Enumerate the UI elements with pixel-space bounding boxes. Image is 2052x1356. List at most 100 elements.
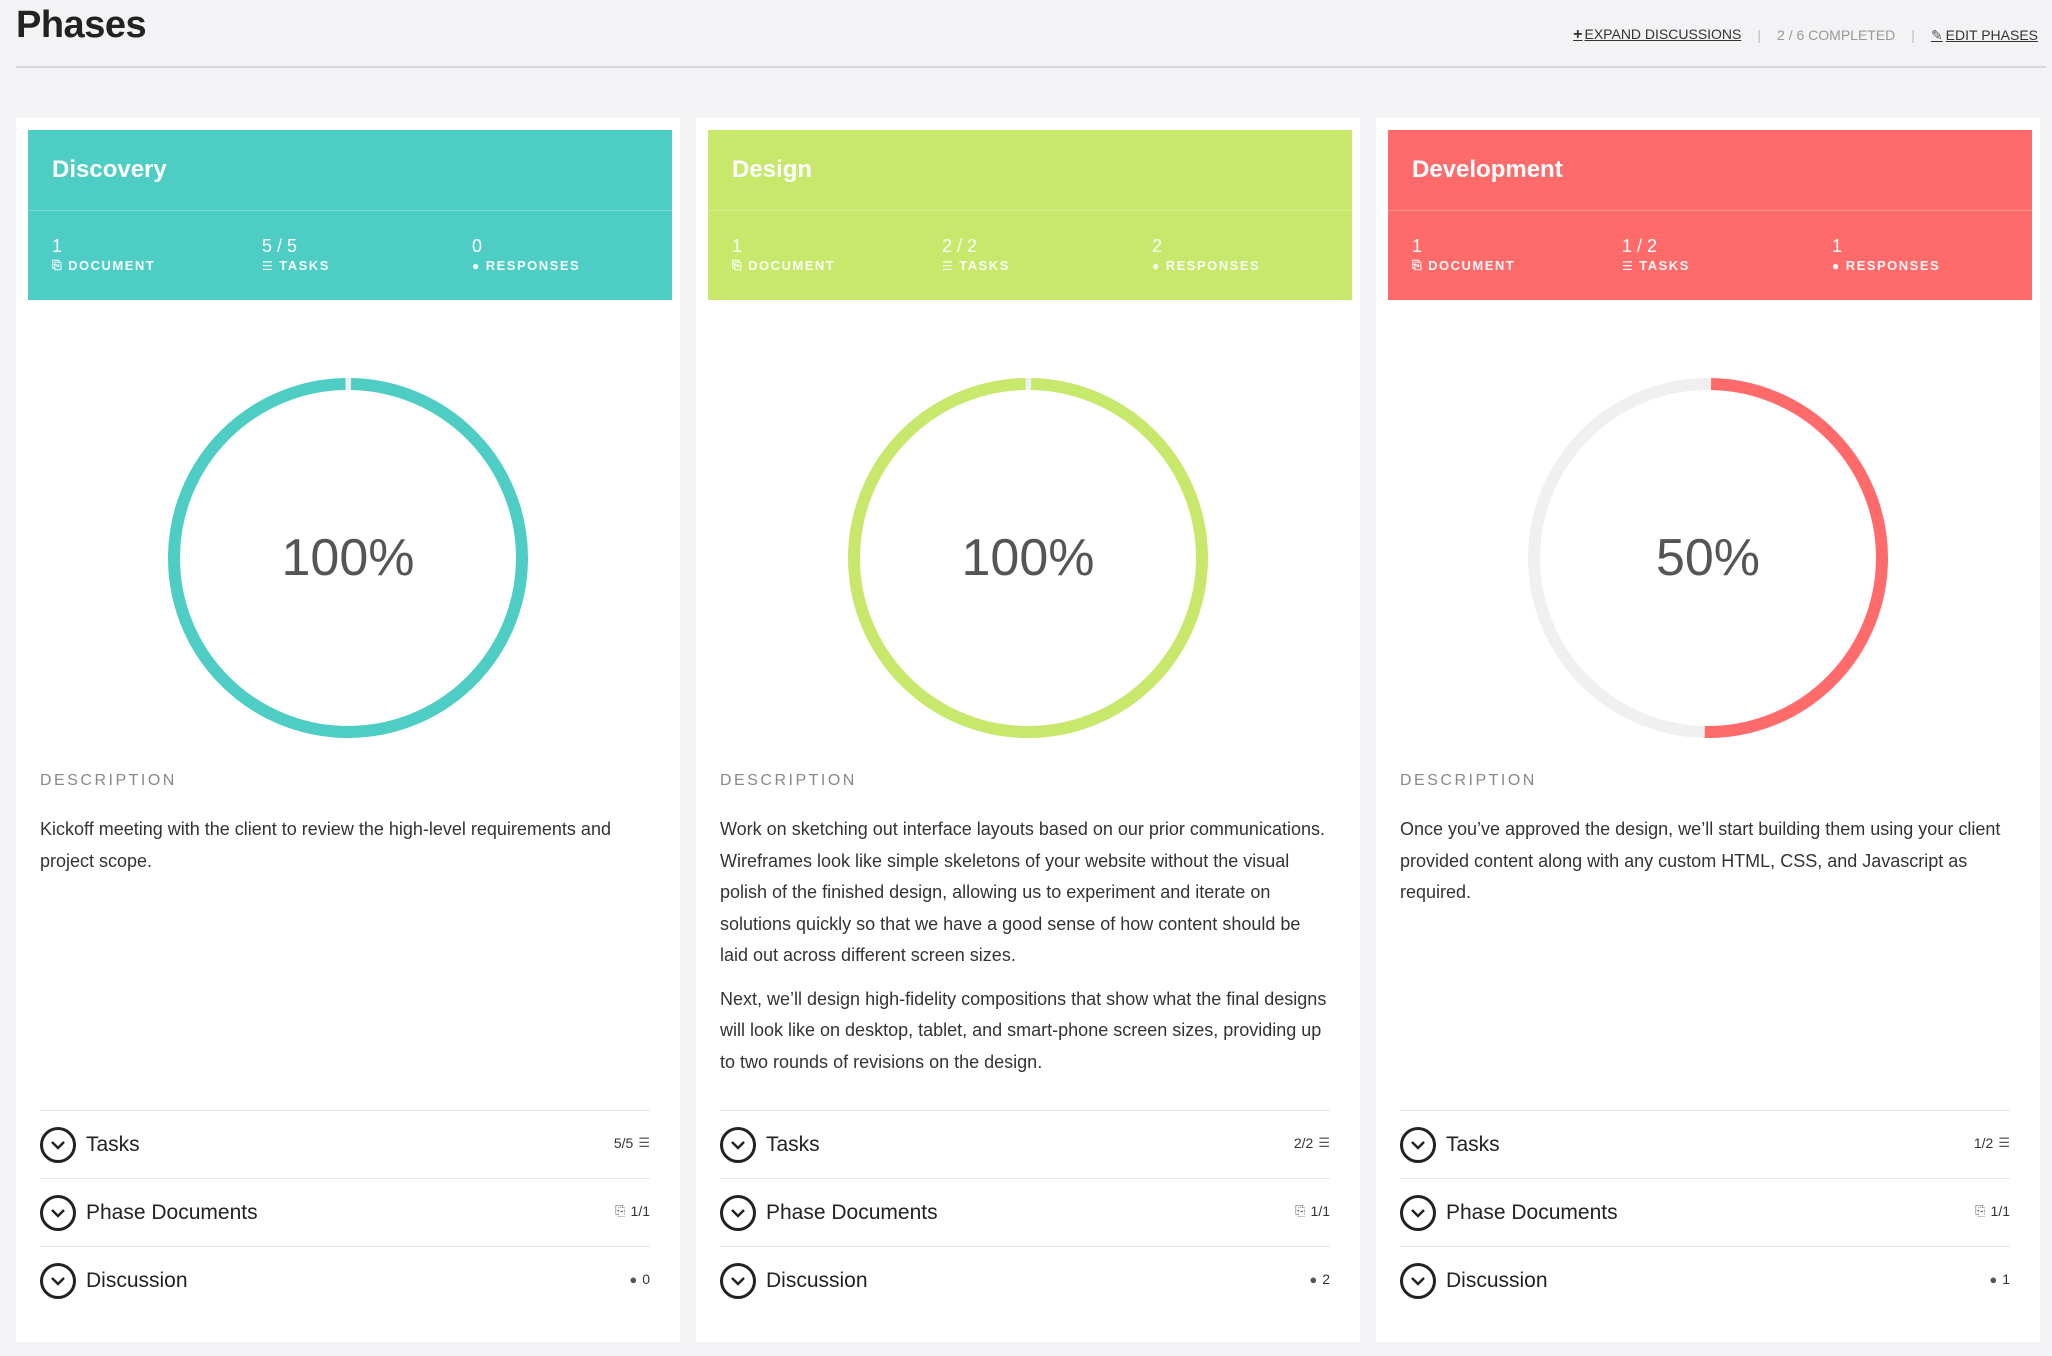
tasks-row-count: 1/2 ☰ [1974,1135,2010,1151]
tasks-icon: ☰ [942,258,955,273]
documents-label-text: DOCUMENT [748,258,836,273]
responses-stat: 0 ● RESPONSES [472,236,580,273]
description-body: Once you’ve approved the design, we’ll s… [1400,814,2010,921]
documents-count: 1 [1412,236,1423,256]
phase-documents-row[interactable]: Phase Documents ⎘ 1/1 [720,1178,1330,1246]
discussion-row-count-text: 1 [2002,1271,2010,1287]
expand-discussions-link[interactable]: + EXPAND DISCUSSIONS [1573,26,1741,44]
tasks-row[interactable]: Tasks 2/2 ☰ [720,1110,1330,1178]
discussion-row[interactable]: Discussion ● 0 [40,1246,650,1314]
tasks-row-count: 2/2 ☰ [1294,1135,1330,1151]
phase-name[interactable]: Design [732,156,813,183]
tasks-row[interactable]: Tasks 5/5 ☰ [40,1110,650,1178]
tasks-row[interactable]: Tasks 1/2 ☰ [1400,1110,2010,1178]
phase-documents-row-label: Phase Documents [86,1200,258,1224]
tasks-count: 1 / 2 [1622,236,1658,256]
progress-ring-fill [848,378,1208,738]
description-paragraph: Work on sketching out interface layouts … [720,819,1325,965]
document-icon: ⎘ [1295,1203,1306,1218]
chevron-down-icon[interactable] [1400,1194,1436,1231]
progress-ring: 50% [1518,368,1898,748]
speech-bubble-icon: ● [1152,258,1161,273]
speech-bubble-icon: ● [629,1271,638,1287]
phase-header: Design 1 ⎘ DOCUMENT 2 / 2 ☰ TASKS 2 ● RESPO… [708,130,1352,300]
tasks-row-count-text: 1/2 [1973,1135,1994,1151]
discussion-row-label: Discussion [86,1268,188,1292]
tasks-count: 2 / 2 [942,236,978,256]
chevron-down-icon[interactable] [720,1126,756,1163]
phases-grid: Discovery 1 ⎘ DOCUMENT 5 / 5 ☰ TASKS 0 ● RE… [16,118,2040,1342]
tasks-icon: ☰ [1998,1135,2010,1150]
speech-bubble-icon: ● [1989,1271,1998,1287]
chevron-down-icon[interactable] [1400,1126,1436,1163]
progress-ring-svg [1528,378,1888,738]
tasks-icon: ☰ [638,1135,650,1150]
phase-sections: Tasks 2/2 ☰ Phase Documents ⎘ 1/1 Discussi… [720,1110,1330,1314]
documents-label: ⎘ DOCUMENT [1412,258,1515,273]
documents-count: 1 [52,236,63,256]
responses-label-text: RESPONSES [1165,258,1261,273]
phase-header: Discovery 1 ⎘ DOCUMENT 5 / 5 ☰ TASKS 0 ● RE… [28,130,672,300]
phase-header-divider [708,210,1352,211]
chevron-down-icon[interactable] [720,1262,756,1299]
expand-discussions-label: EXPAND DISCUSSIONS [1584,26,1742,42]
responses-label: ● RESPONSES [472,258,580,273]
tasks-icon: ☰ [1318,1135,1330,1150]
tasks-stat: 5 / 5 ☰ TASKS [262,236,330,273]
tasks-row-count: 5/5 ☰ [614,1135,650,1151]
documents-label: ⎘ DOCUMENT [732,258,835,273]
description-paragraph: Next, we’ll design high-fidelity composi… [720,988,1327,1072]
chevron-down-icon[interactable] [720,1194,756,1231]
plus-icon: + [1573,26,1583,43]
speech-bubble-icon: ● [1309,1271,1318,1287]
phase-name[interactable]: Discovery [52,156,167,183]
tasks-label-text: TASKS [1639,258,1690,273]
discussion-row[interactable]: Discussion ● 2 [720,1246,1330,1314]
chevron-down-icon[interactable] [40,1262,76,1299]
discussion-row-count: ● 2 [1309,1271,1330,1287]
edit-phases-label: EDIT PHASES [1945,26,2038,43]
edit-phases-link[interactable]: ✎ EDIT PHASES [1931,27,2038,44]
chevron-down-icon[interactable] [1400,1262,1436,1299]
documents-stat: 1 ⎘ DOCUMENT [52,236,155,273]
page-header: Phases + EXPAND DISCUSSIONS | 2 / 6 COMPL… [16,0,2046,68]
phase-documents-row-label: Phase Documents [766,1200,938,1224]
phase-header: Development 1 ⎘ DOCUMENT 1 / 2 ☰ TASKS 1 ●… [1388,130,2032,300]
responses-label-text: RESPONSES [1845,258,1941,273]
progress-ring-fill [167,378,528,738]
phase-sections: Tasks 1/2 ☰ Phase Documents ⎘ 1/1 Discussi… [1400,1110,2010,1314]
responses-label: ● RESPONSES [1152,258,1260,273]
completed-count: 2 / 6 COMPLETED [1777,27,1896,43]
phase-name[interactable]: Development [1412,156,1563,183]
discussion-row-label: Discussion [1446,1268,1548,1292]
page-title: Phases [16,4,147,46]
discussion-row-count: ● 0 [629,1271,650,1287]
phase-documents-row-count-text: 1/1 [1310,1203,1330,1219]
phase-documents-row[interactable]: Phase Documents ⎘ 1/1 [40,1178,650,1246]
phase-documents-row-count: ⎘ 1/1 [1975,1203,2010,1219]
description-paragraph: Once you’ve approved the design, we’ll s… [1400,819,2001,902]
chevron-down-icon[interactable] [40,1194,76,1231]
document-icon: ⎘ [615,1203,626,1218]
responses-count: 0 [472,236,483,256]
discussion-row-count-text: 0 [642,1271,650,1287]
discussion-row[interactable]: Discussion ● 1 [1400,1246,2010,1314]
phase-header-divider [1388,210,2032,211]
phase-documents-row-label: Phase Documents [1446,1200,1618,1224]
description-label: DESCRIPTION [40,772,177,789]
description-body: Kickoff meeting with the client to revie… [40,814,650,889]
tasks-count: 5 / 5 [262,236,298,256]
responses-label-text: RESPONSES [485,258,581,273]
discussion-row-count-text: 2 [1322,1271,1330,1287]
chevron-down-icon[interactable] [40,1126,76,1163]
tasks-stat: 2 / 2 ☰ TASKS [942,236,1010,273]
tasks-row-count-text: 2/2 [1293,1135,1314,1151]
phase-documents-row[interactable]: Phase Documents ⎘ 1/1 [1400,1178,2010,1246]
documents-stat: 1 ⎘ DOCUMENT [1412,236,1515,273]
responses-count: 2 [1152,236,1163,256]
phase-card-discovery: Discovery 1 ⎘ DOCUMENT 5 / 5 ☰ TASKS 0 ● RE… [16,118,680,1342]
document-icon: ⎘ [1412,258,1424,272]
tasks-row-label: Tasks [1446,1132,1500,1156]
description-paragraph: Kickoff meeting with the client to revie… [40,819,611,871]
document-icon: ⎘ [52,258,64,272]
